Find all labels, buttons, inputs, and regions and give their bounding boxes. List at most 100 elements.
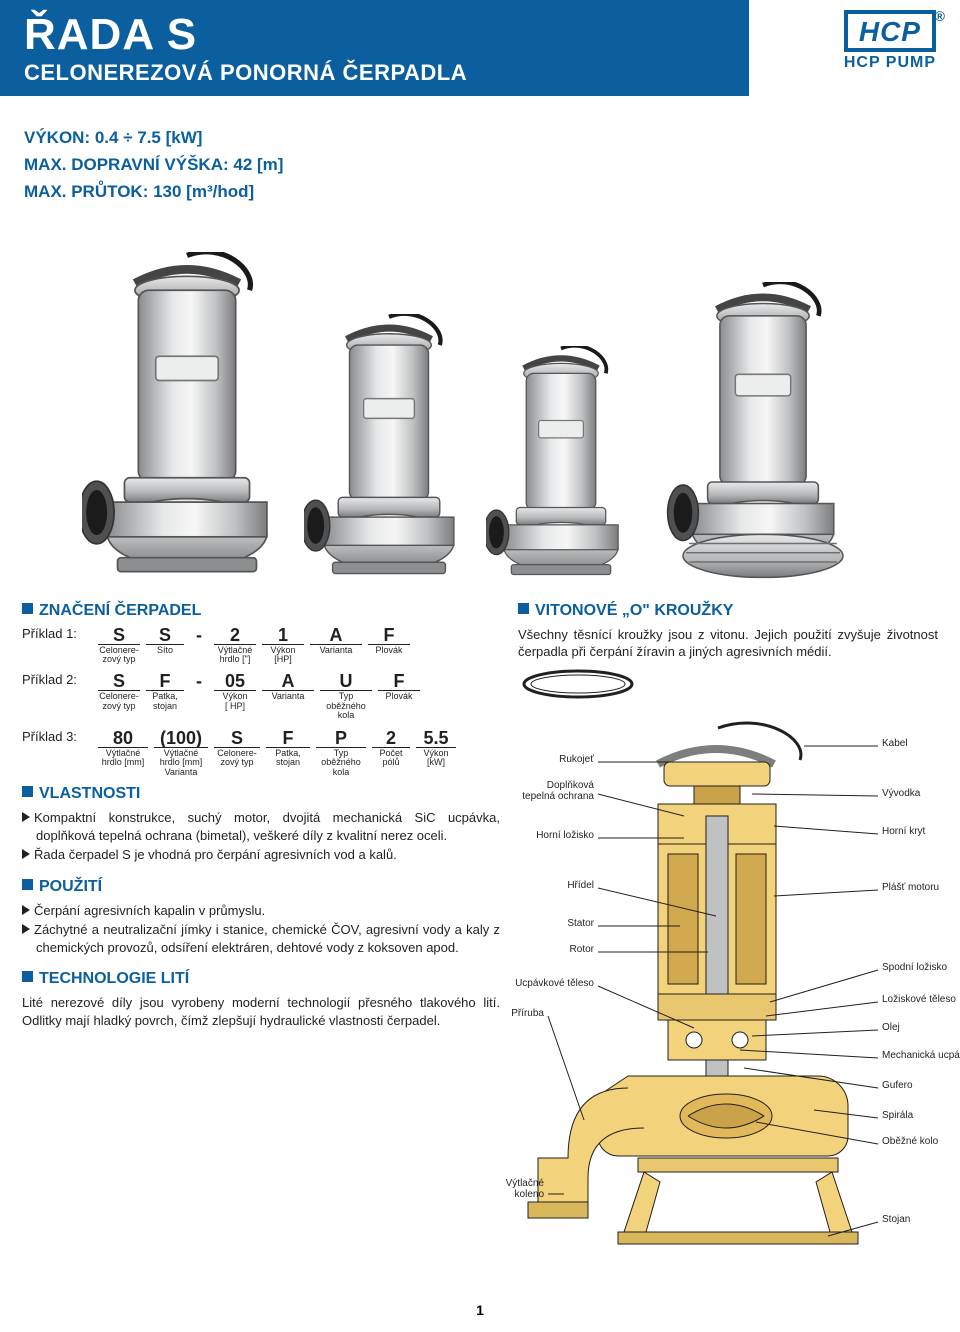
lbl-mech-ucpavka: Mechanická ucpávka (882, 1050, 960, 1061)
lbl-spodni-lozisko: Spodní ložisko (882, 962, 947, 973)
lbl-stojan: Stojan (882, 1214, 910, 1225)
ex3-c1: 80 (98, 729, 148, 748)
usage-body: Čerpání agresivních kapalin v průmyslu. … (22, 902, 500, 957)
designation-row-3: Příklad 3: 80Výtlačnéhrdlo [mm] (100)Výt… (22, 729, 500, 777)
heading-casting-text: TECHNOLOGIE LITÍ (39, 970, 189, 987)
spec-flow: MAX. PRŮTOK: 130 [m³/hod] (24, 178, 960, 205)
ex2-s5: Typoběžnéhokola (320, 691, 372, 720)
ex2-c4: A (262, 672, 314, 691)
oring-p1: Všechny těsnící kroužky jsou z vitonu. J… (518, 627, 938, 660)
hero-product-row (0, 212, 960, 592)
ex1-s2: Síto (146, 645, 184, 655)
header-bar: ŘADA S CELONEREZOVÁ PONORNÁ ČERPADLA HCP… (0, 0, 960, 96)
ex3-s2: Výtlačnéhrdlo [mm]Varianta (154, 748, 208, 777)
lbl-rukojet: Rukojeť (504, 754, 594, 765)
ex1-dash: - (190, 626, 208, 644)
triangle-icon (22, 924, 30, 934)
lbl-kabel: Kabel (882, 738, 908, 749)
lbl-spirala: Spirála (882, 1110, 913, 1121)
bullet-icon (518, 603, 529, 614)
right-column: VITONOVÉ „O" KROUŽKY Všechny těsnící kro… (518, 602, 938, 1276)
ex1-label: Příklad 1: (22, 626, 92, 641)
ex2-c1: S (98, 672, 140, 691)
triangle-icon (22, 905, 30, 915)
features-body: Kompaktní konstrukce, suchý motor, dvoji… (22, 809, 500, 864)
lbl-stator: Stator (504, 918, 594, 929)
lbl-obezne-kolo: Oběžné kolo (882, 1136, 938, 1147)
lbl-rotor: Rotor (504, 944, 594, 955)
spec-power: VÝKON: 0.4 ÷ 7.5 [kW] (24, 124, 960, 151)
ex2-s4: Varianta (262, 691, 314, 701)
lbl-horni-kryt: Horní kryt (882, 826, 925, 837)
usage-p2: Záchytné a neutralizační jímky i stanice… (34, 922, 500, 955)
ex1-c6: F (368, 626, 410, 645)
lower-columns: ZNAČENÍ ČERPADEL Příklad 1: SCelonere-zo… (0, 592, 960, 1276)
features-p2: Řada čerpadel S je vhodná pro čerpání ag… (34, 847, 397, 862)
heading-usage: POUŽITÍ (22, 878, 500, 896)
ex1-s4: Výkon[HP] (262, 645, 304, 665)
ex3-c2: (100) (154, 729, 208, 748)
oring-figure (518, 667, 938, 706)
logo-text: HCP (844, 10, 936, 52)
bullet-icon (22, 971, 33, 982)
page-number: 1 (0, 1302, 960, 1318)
ex3-s7: Výkon[kW] (416, 748, 456, 768)
brand-logo: HCP HCP PUMP (844, 10, 936, 72)
ex2-s1: Celonere-zový typ (98, 691, 140, 711)
oring-body: Všechny těsnící kroužky jsou z vitonu. J… (518, 626, 938, 661)
lbl-dopl-ochrana: Doplňkovátepelná ochrana (504, 780, 594, 802)
ex2-dash: - (190, 672, 208, 690)
ex1-c4: 1 (262, 626, 304, 645)
bullet-icon (22, 879, 33, 890)
ex1-c2: S (146, 626, 184, 645)
pump-image-3 (486, 346, 636, 582)
left-column: ZNAČENÍ ČERPADEL Příklad 1: SCelonere-zo… (22, 602, 500, 1276)
triangle-icon (22, 812, 30, 822)
title-block: ŘADA S CELONEREZOVÁ PONORNÁ ČERPADLA (24, 10, 467, 86)
cutaway-diagram: Rukojeť Doplňkovátepelná ochrana Horní l… (508, 716, 928, 1276)
ex2-c3: 05 (214, 672, 256, 691)
lbl-vyvodka: Vývodka (882, 788, 920, 799)
lbl-loziskove: Ložiskové těleso (882, 994, 956, 1005)
bullet-icon (22, 603, 33, 614)
casting-body: Lité nerezové díly jsou vyrobeny moderní… (22, 994, 500, 1029)
ex2-c2: F (146, 672, 184, 691)
spec-block: VÝKON: 0.4 ÷ 7.5 [kW] MAX. DOPRAVNÍ VÝŠK… (0, 96, 960, 212)
heading-designation-text: ZNAČENÍ ČERPADEL (39, 602, 201, 619)
heading-oring-text: VITONOVÉ „O" KROUŽKY (535, 602, 733, 619)
lbl-plast-motoru: Plášť motoru (882, 882, 939, 893)
ex2-s2: Patka,stojan (146, 691, 184, 711)
heading-casting: TECHNOLOGIE LITÍ (22, 970, 500, 988)
ex1-s1: Celonere-zový typ (98, 645, 140, 665)
pump-image-1 (82, 252, 292, 582)
spec-head: MAX. DOPRAVNÍ VÝŠKA: 42 [m] (24, 151, 960, 178)
ex1-s6: Plovák (368, 645, 410, 655)
ex3-c6: 2 (372, 729, 410, 748)
ex1-s5: Varianta (310, 645, 362, 655)
ex2-s3: Výkon[ HP] (214, 691, 256, 711)
ex1-c1: S (98, 626, 140, 645)
lbl-vytlacne-koleno: Výtlačnékoleno (494, 1178, 544, 1200)
designation-row-1: Příklad 1: SCelonere-zový typ SSíto - 2V… (22, 626, 500, 665)
lbl-olej: Olej (882, 1022, 900, 1033)
designation-row-2: Příklad 2: SCelonere-zový typ FPatka,sto… (22, 672, 500, 720)
ex3-c5: P (316, 729, 366, 748)
pump-image-2 (304, 314, 474, 582)
ex2-c6: F (378, 672, 420, 691)
ex3-s1: Výtlačnéhrdlo [mm] (98, 748, 148, 768)
lbl-ucpavkove: Ucpávkové těleso (494, 978, 594, 989)
triangle-icon (22, 849, 30, 859)
ex1-c3: 2 (214, 626, 256, 645)
casting-p1: Lité nerezové díly jsou vyrobeny moderní… (22, 995, 500, 1028)
bullet-icon (22, 786, 33, 797)
pump-image-4 (648, 282, 878, 582)
heading-designation: ZNAČENÍ ČERPADEL (22, 602, 500, 620)
lbl-gufero: Gufero (882, 1080, 913, 1091)
heading-usage-text: POUŽITÍ (39, 878, 102, 895)
ex1-s3: Výtlačnéhrdlo ["] (214, 645, 256, 665)
ex2-label: Příklad 2: (22, 672, 92, 687)
ex1-c5: A (310, 626, 362, 645)
lbl-horni-lozisko: Horní ložisko (504, 830, 594, 841)
ex3-c3: S (214, 729, 260, 748)
lbl-hridel: Hřídel (504, 880, 594, 891)
